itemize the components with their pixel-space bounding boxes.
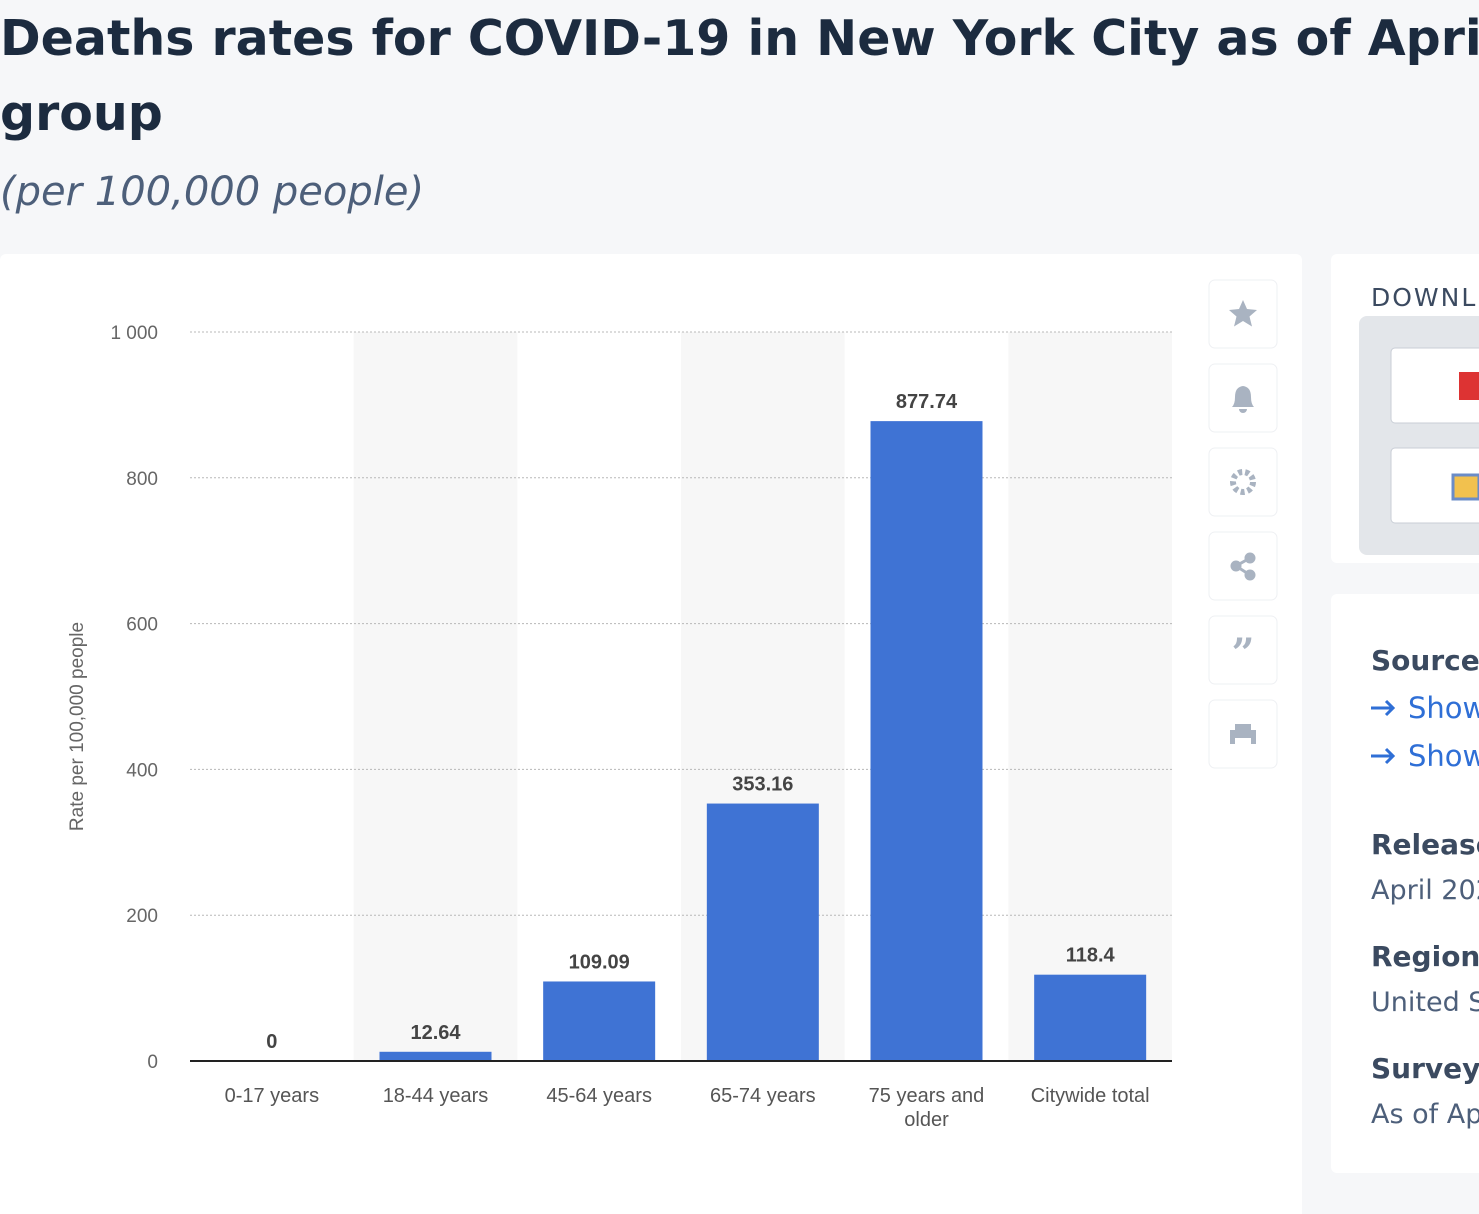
info-heading: Survey	[1371, 1052, 1479, 1085]
printer-icon	[1230, 724, 1256, 744]
category-band	[1008, 332, 1172, 1061]
x-tick-label: 18-44 years	[383, 1085, 489, 1107]
y-axis-label: Rate per 100,000 people	[67, 622, 88, 831]
title-line: group	[0, 85, 163, 142]
gear-icon	[1230, 469, 1256, 495]
info-list: Source Show Show Release April 202 Region Unit…	[1371, 644, 1479, 1130]
info-card	[1331, 594, 1479, 1173]
source-link[interactable]: Show	[1408, 739, 1479, 773]
y-tick-label: 1 000	[110, 323, 158, 344]
arrow-icon	[1371, 747, 1396, 765]
subtitle: (per 100,000 people)	[0, 169, 424, 215]
tool-buttons: ”	[1208, 279, 1278, 769]
info-text: As of Ap	[1371, 1099, 1479, 1130]
bell-icon	[1232, 386, 1254, 413]
bar	[379, 1051, 492, 1061]
y-tick-label: 200	[126, 906, 158, 927]
value-label: 118.4	[1066, 945, 1116, 967]
x-tick-label: 65-74 years	[710, 1085, 816, 1107]
download-heading: DOWNL	[1371, 283, 1477, 312]
x-tick-label: 45-64 years	[546, 1085, 652, 1107]
y-tick-label: 600	[126, 615, 158, 636]
share-icon	[1230, 552, 1256, 581]
y-tick-label: 0	[147, 1052, 158, 1073]
cite-button[interactable]	[1208, 615, 1278, 685]
category-band	[353, 332, 518, 1061]
pdf-button[interactable]	[1390, 347, 1479, 424]
pdf-icon	[1459, 372, 1479, 400]
title-line: Deaths rates for COVID-19 in New York Ci…	[0, 10, 1479, 67]
value-label: 0	[266, 1031, 277, 1053]
info-heading: Source	[1371, 644, 1479, 677]
settings-button[interactable]	[1208, 447, 1278, 517]
info-text: United S	[1371, 987, 1479, 1018]
value-label: 353.16	[732, 774, 793, 796]
info-heading: Release	[1371, 828, 1479, 861]
x-tick-label: 75 years and older	[869, 1085, 985, 1131]
arrow-icon	[1371, 699, 1396, 717]
info-heading: Region	[1371, 940, 1479, 973]
value-label: 12.64	[410, 1022, 461, 1044]
bar	[1034, 974, 1147, 1061]
x-tick-label: 0-17 years	[225, 1085, 320, 1107]
bar	[706, 803, 819, 1061]
value-label: 877.74	[896, 391, 958, 413]
x-tick-label: Citywide total	[1031, 1085, 1150, 1107]
y-tick-label: 400	[126, 760, 158, 781]
share-button[interactable]	[1208, 531, 1278, 601]
quote-icon: ”	[1231, 630, 1254, 677]
bar	[543, 981, 656, 1061]
bar	[870, 421, 983, 1061]
y-tick-label: 800	[126, 469, 158, 490]
image-button[interactable]	[1390, 447, 1479, 524]
info-text: April 202	[1371, 875, 1479, 906]
image-icon	[1451, 473, 1479, 501]
value-label: 109.09	[569, 951, 630, 973]
star-icon	[1229, 300, 1257, 327]
source-link[interactable]: Show	[1408, 691, 1479, 725]
